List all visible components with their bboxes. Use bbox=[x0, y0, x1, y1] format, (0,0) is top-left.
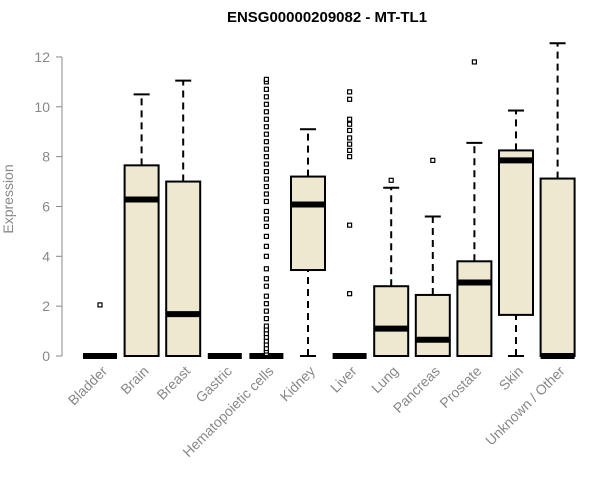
outlier-point bbox=[347, 127, 353, 134]
outlier-point bbox=[430, 157, 436, 163]
box-iqr bbox=[456, 260, 493, 357]
x-tick-label: Unknown / Other bbox=[482, 363, 568, 449]
outlier-point bbox=[263, 293, 269, 299]
outlier-point bbox=[263, 109, 269, 115]
outlier-point bbox=[263, 168, 269, 175]
outlier-point bbox=[347, 116, 353, 122]
outlier-point bbox=[97, 302, 103, 308]
outlier-point bbox=[263, 131, 269, 137]
box-prostate bbox=[456, 59, 493, 357]
x-tick-label: Skin bbox=[496, 363, 527, 394]
outlier-point bbox=[263, 253, 269, 259]
box-iqr bbox=[123, 164, 160, 357]
outlier-point bbox=[263, 266, 269, 272]
outlier-point bbox=[263, 323, 269, 329]
outlier-point bbox=[347, 89, 353, 95]
outlier-point bbox=[263, 94, 269, 100]
outlier-point bbox=[347, 96, 353, 102]
outlier-point bbox=[263, 276, 269, 282]
outlier-point bbox=[263, 161, 269, 167]
outlier-point bbox=[347, 135, 353, 141]
box-kidney bbox=[290, 128, 326, 357]
box-pancreas bbox=[414, 157, 451, 358]
chart-title: ENSG00000209082 - MT-TL1 bbox=[227, 9, 427, 26]
outlier-point bbox=[388, 177, 394, 183]
y-ticks: 0 2 4 6 8 10 12 bbox=[34, 49, 62, 364]
outlier-point bbox=[471, 59, 477, 65]
x-tick-label: Kidney bbox=[277, 363, 319, 405]
boxes bbox=[83, 42, 576, 359]
box-breast bbox=[165, 79, 202, 357]
box-iqr bbox=[498, 149, 534, 316]
outlier-point bbox=[263, 176, 269, 182]
outlier-point bbox=[263, 139, 269, 145]
box-brain bbox=[123, 93, 160, 357]
outlier-point bbox=[347, 121, 353, 127]
y-axis-label: Expression bbox=[0, 164, 16, 233]
box-iqr bbox=[414, 293, 451, 358]
y-tick-label: 10 bbox=[34, 99, 50, 115]
outlier-point bbox=[263, 316, 269, 322]
box-iqr bbox=[373, 285, 410, 358]
box-liver bbox=[332, 89, 367, 359]
y-tick-label: 4 bbox=[42, 248, 50, 264]
outlier-point bbox=[263, 243, 269, 249]
outlier-point bbox=[263, 191, 269, 197]
outlier-point bbox=[263, 198, 269, 205]
x-tick-label: Liver bbox=[327, 363, 360, 396]
outlier-point bbox=[263, 223, 269, 230]
x-tick-label: Prostate bbox=[436, 363, 484, 411]
x-tick-label: Lung bbox=[368, 363, 401, 396]
x-tick-label: Breast bbox=[153, 363, 193, 403]
outlier-point bbox=[263, 308, 269, 314]
outlier-point bbox=[347, 141, 353, 147]
y-tick-label: 2 bbox=[42, 298, 50, 314]
box-iqr bbox=[290, 175, 326, 272]
outlier-point bbox=[263, 283, 269, 289]
box-iqr bbox=[165, 180, 202, 357]
outlier-point bbox=[263, 301, 269, 307]
y-tick-label: 12 bbox=[34, 49, 50, 65]
outlier-point bbox=[263, 116, 269, 122]
outlier-point bbox=[263, 154, 269, 160]
y-tick-label: 8 bbox=[42, 149, 50, 165]
outlier-point bbox=[263, 208, 269, 215]
outlier-point bbox=[263, 101, 269, 107]
outlier-point bbox=[347, 147, 353, 154]
y-tick-label: 0 bbox=[42, 348, 50, 364]
outlier-point bbox=[347, 154, 353, 160]
box-iqr bbox=[539, 177, 576, 357]
box-hematopoietic-cells bbox=[249, 76, 284, 359]
outlier-point bbox=[263, 216, 269, 222]
outlier-point bbox=[347, 222, 353, 228]
box-skin bbox=[498, 109, 534, 357]
outlier-point bbox=[263, 124, 269, 130]
outlier-point bbox=[263, 86, 269, 92]
box-lung bbox=[373, 177, 410, 358]
x-tick-label: Brain bbox=[117, 363, 151, 397]
outlier-point bbox=[263, 76, 269, 82]
box-bladder bbox=[83, 302, 117, 359]
outlier-point bbox=[347, 291, 353, 297]
outlier-point bbox=[263, 233, 269, 239]
box-unknown-other bbox=[539, 42, 576, 359]
y-tick-label: 6 bbox=[42, 198, 50, 214]
x-tick-label: Bladder bbox=[65, 363, 111, 409]
outlier-point bbox=[263, 146, 269, 152]
outlier-point bbox=[263, 183, 269, 190]
